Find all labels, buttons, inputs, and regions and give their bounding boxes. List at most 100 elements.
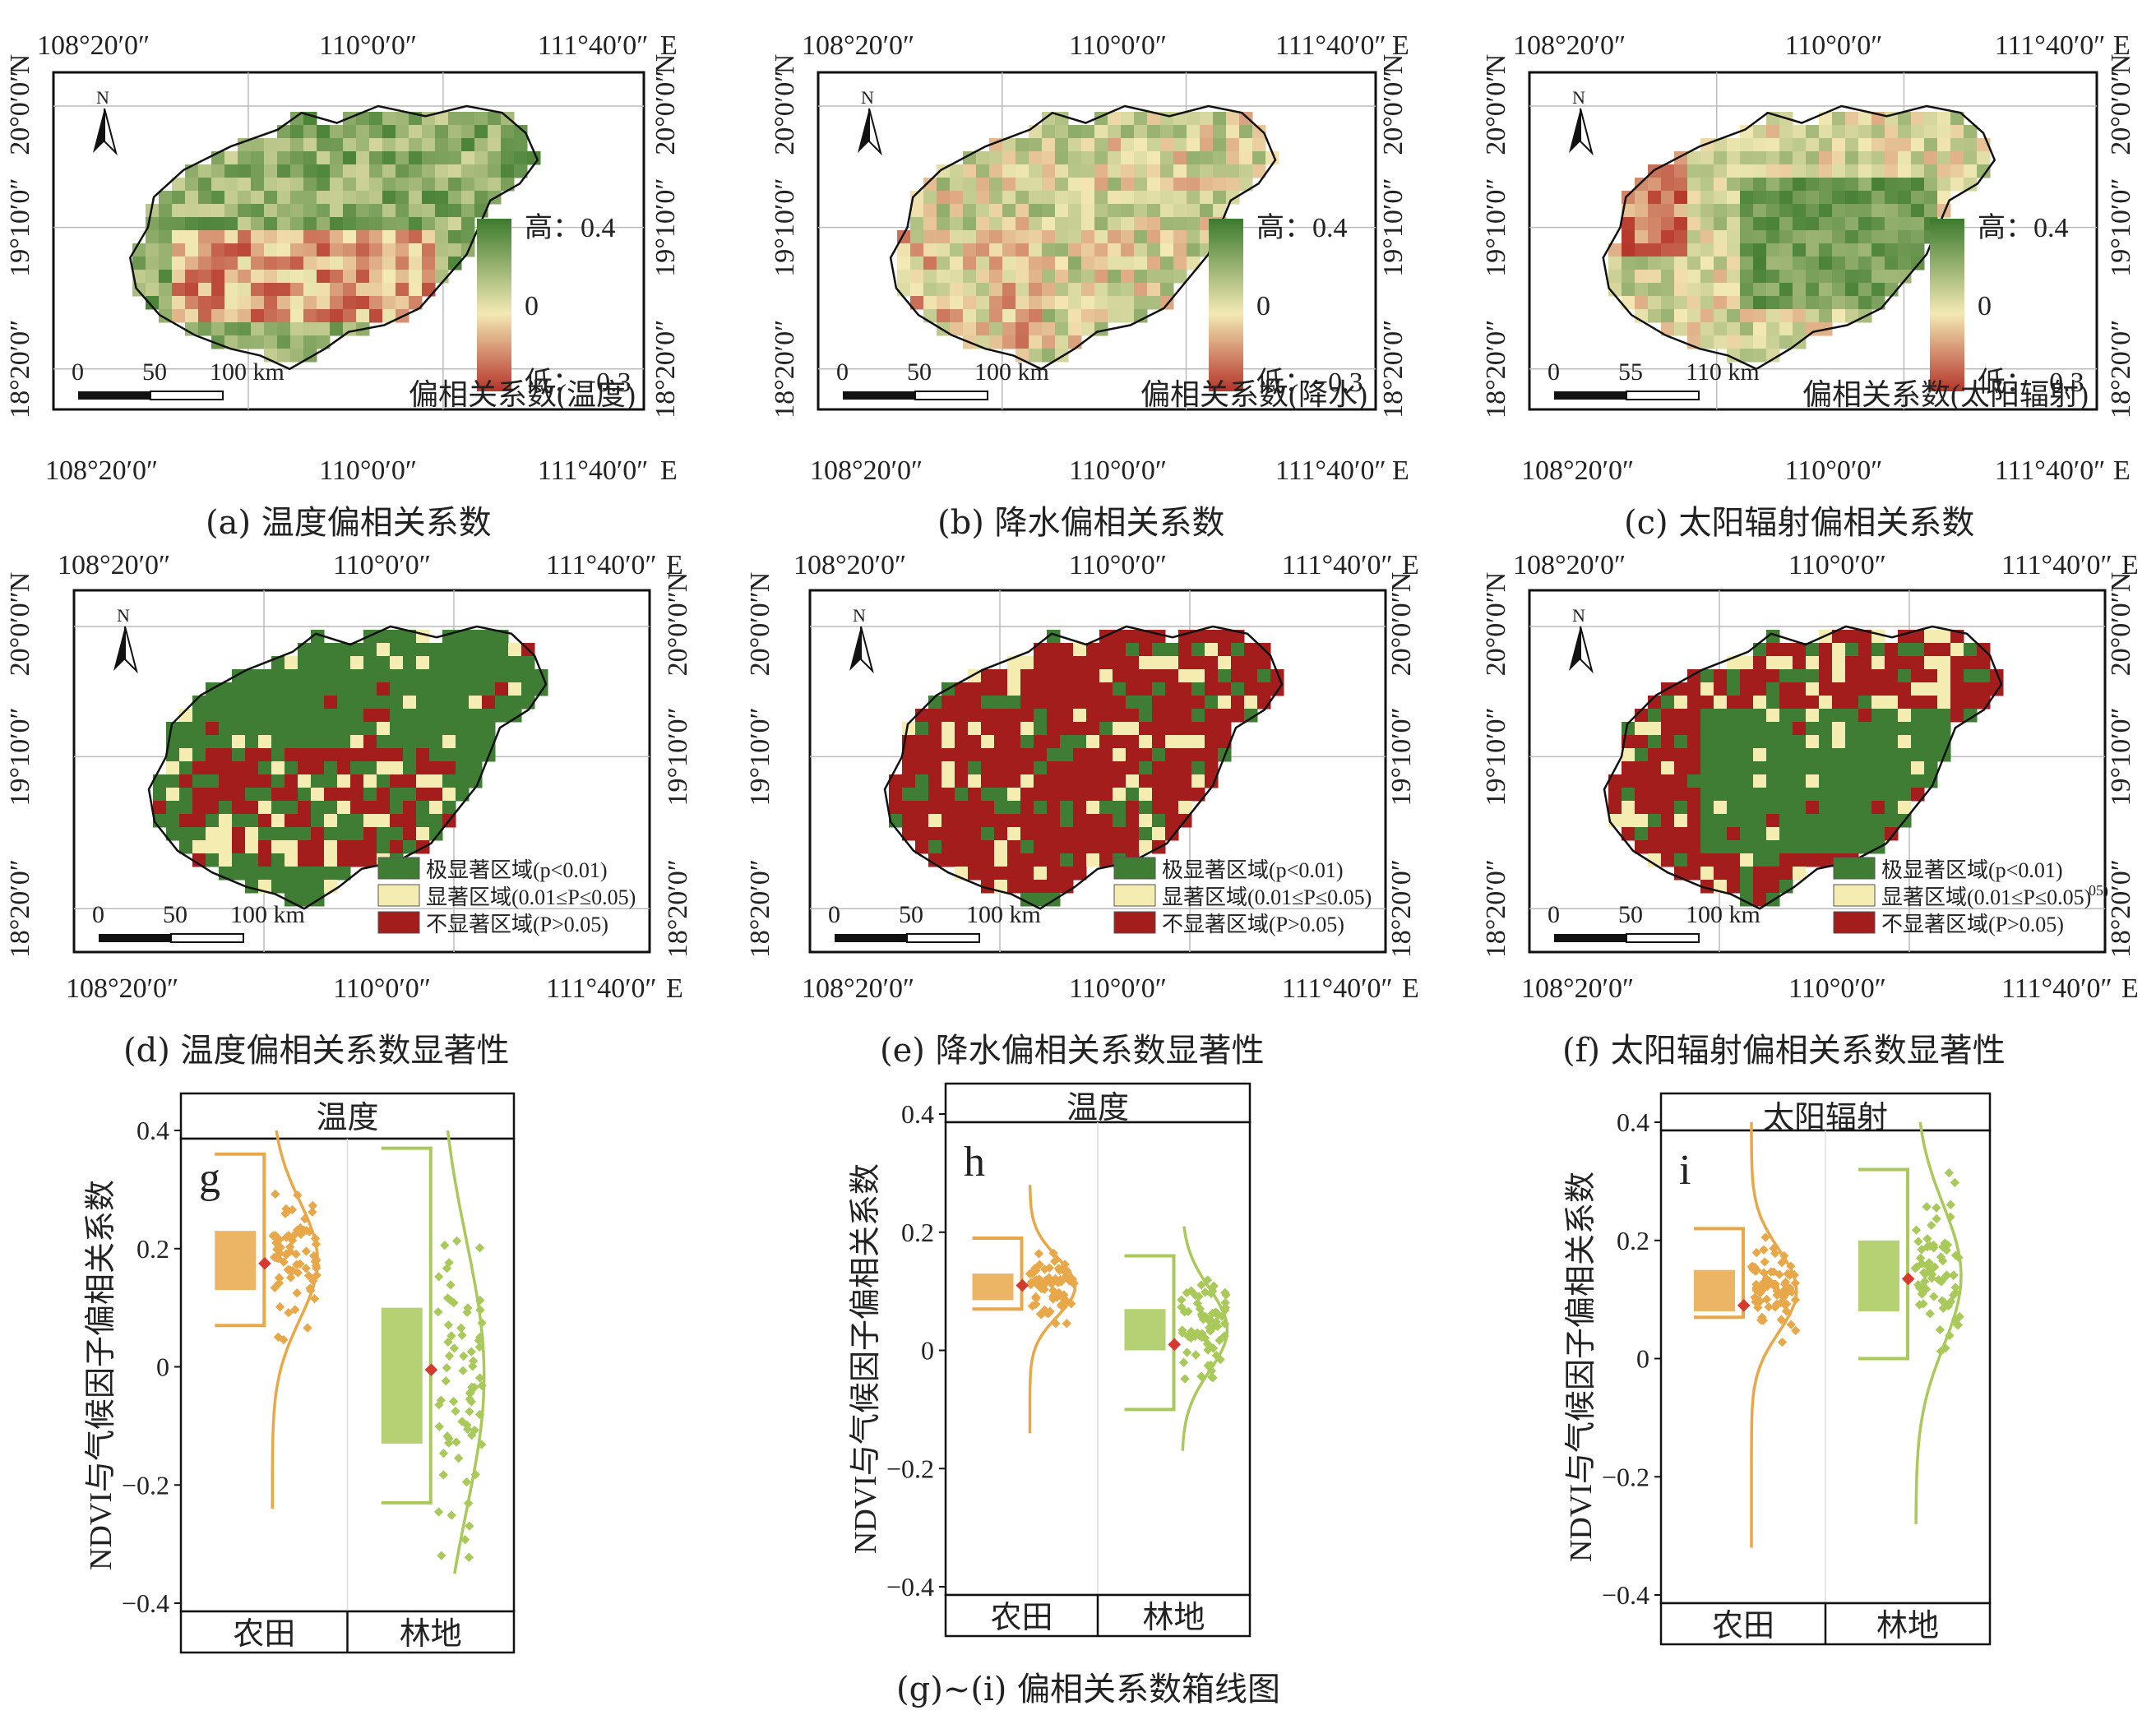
raster-cell [1178,735,1192,749]
raster-cell [271,814,285,828]
lon-label: E [666,550,683,580]
lon-label: 110°0′0″ [1785,455,1883,486]
raster-cell [298,696,312,710]
raster-cell [1766,204,1780,218]
north-arrow-icon [858,109,869,153]
raster-cell [469,656,483,670]
data-point [1759,1268,1769,1278]
raster-cell [317,125,331,139]
raster-cell [1094,164,1108,178]
raster-cell [382,230,396,244]
raster-cell [1173,243,1187,257]
raster-cell [1819,178,1833,192]
raster-cell [1648,748,1662,762]
raster-cell [1113,735,1127,749]
raster-cell [1674,722,1688,736]
raster-cell [902,801,916,815]
data-point [279,1334,289,1345]
data-point [1764,1301,1774,1312]
data-point [1220,1302,1231,1313]
data-point [1944,1167,1954,1178]
raster-cell [1257,656,1271,670]
raster-cell [1898,774,1912,788]
raster-cell [915,840,929,854]
raster-cell [1108,191,1122,205]
raster-cell [1060,867,1074,881]
raster-cell [298,867,312,881]
raster-cell [1108,217,1122,231]
raster-cell [1042,257,1056,270]
data-point [1932,1203,1941,1213]
raster-cell [330,138,344,152]
raster-cell [968,735,982,749]
data-point [1936,1252,1946,1262]
raster-cell [1819,217,1833,231]
raster-cell [1832,257,1846,270]
raster-cell [1766,309,1780,323]
raster-cell [1635,257,1649,270]
raster-cell [1937,709,1951,723]
raster-cell [1766,840,1780,854]
raster-cell [382,217,396,231]
raster-cell [495,656,509,670]
data-point [474,1342,484,1352]
raster-cell [1139,774,1153,788]
raster-cell [251,178,265,192]
raster-cell [1674,204,1688,218]
raster-cell [324,774,338,788]
lon-label: 110°0′0″ [1069,550,1167,580]
raster-cell [1674,853,1688,867]
raster-cell [1113,827,1127,841]
raster-cell [1924,735,1938,749]
raster-cell [1885,164,1899,178]
raster-cell [968,696,982,710]
raster-cell [324,696,338,710]
raster-cell [1648,243,1662,257]
raster-cell [1113,630,1127,644]
data-point [1177,1295,1187,1305]
raster-cell [251,151,265,165]
data-point [284,1307,294,1318]
raster-cell [258,827,272,841]
raster-cell [1178,709,1192,723]
raster-cell [1806,643,1820,657]
lon-label: 108°20′0″ [1521,455,1634,486]
raster-cell [1885,801,1899,815]
raster-cell [521,669,535,683]
raster-cell [264,270,278,284]
island-outline [1603,625,2003,910]
data-point [467,1431,477,1440]
raster-cell [1042,125,1056,139]
raster-cell [159,257,173,270]
raster-cell [1055,335,1069,349]
raster-cell [1885,230,1899,244]
raster-cell [179,735,193,749]
raster-cell [1173,270,1187,284]
raster-cell [1727,138,1741,152]
raster-cell [1753,322,1767,336]
raster-cell [1002,243,1016,257]
raster-cell [1661,296,1675,310]
raster-cell [211,283,225,297]
raster-cell [1766,217,1780,231]
raster-cell [1714,178,1728,192]
raster-cell [981,722,995,736]
raster-cell [198,164,212,178]
raster-cell [488,138,502,152]
raster-cell [915,814,929,828]
raster-cell [1226,125,1240,139]
raster-cell [1700,827,1714,841]
raster-cell [1674,774,1688,788]
raster-cell [153,774,167,788]
raster-cell [994,814,1008,828]
raster-cell [1740,217,1754,231]
raster-cell [1779,230,1793,244]
raster-cell [1113,722,1127,736]
raster-cell [1081,164,1095,178]
raster-cell [1871,682,1885,696]
raster-cell [1187,217,1201,231]
raster-cell [369,191,383,205]
raster-cell [1727,801,1741,815]
raster-cell [1674,788,1688,802]
raster-cell [1687,696,1701,710]
